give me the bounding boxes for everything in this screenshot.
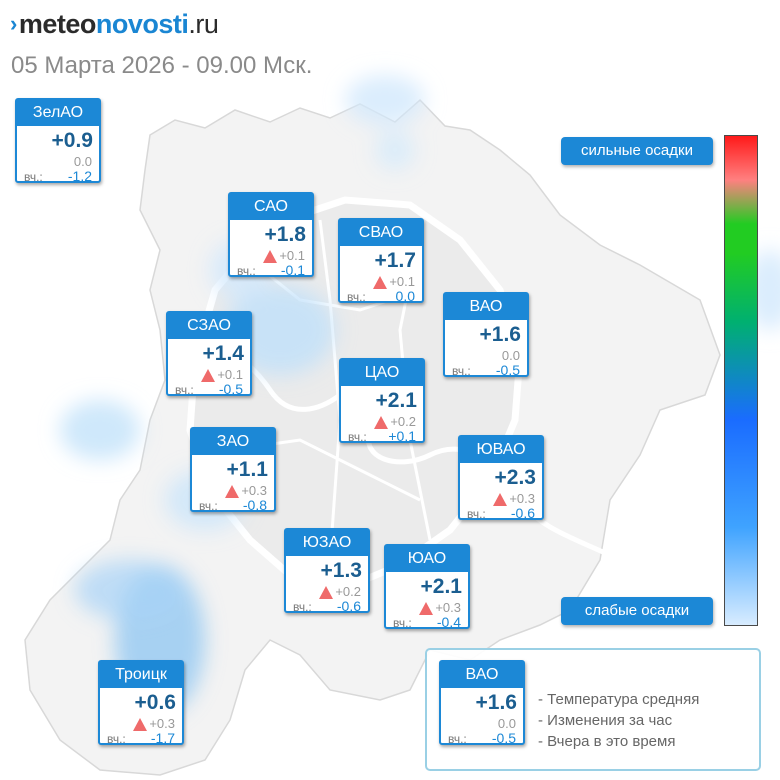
rise-arrow-icon — [201, 368, 216, 382]
district-temp: +1.7 — [374, 249, 416, 272]
district-name: СЗАО — [168, 313, 250, 339]
yesterday-label: вч.: — [199, 499, 218, 513]
district-change: 0.0 — [501, 348, 520, 363]
district-name: ЗАО — [192, 429, 274, 455]
district-name: ЦАО — [341, 360, 423, 386]
district-name: ЗелАО — [17, 100, 99, 126]
district-name: ВАО — [445, 294, 527, 320]
legend-item-temp: - Температура средняя — [538, 691, 700, 708]
yesterday-value: -0.5 — [495, 362, 520, 378]
rise-arrow-icon — [225, 484, 240, 498]
scale-label-strong: сильные осадки — [561, 137, 713, 165]
district-change: +0.1 — [201, 368, 243, 382]
yesterday-value: -0.6 — [510, 505, 535, 521]
yesterday-label: вч.: — [293, 600, 312, 614]
district-card-yuao: ЮАО +2.1 +0.3 вч.: -0.4 — [384, 544, 470, 629]
district-card-yuvao: ЮВАО +2.3 +0.3 вч.: -0.6 — [458, 435, 544, 520]
district-card-cao: ЦАО +2.1 +0.2 вч.: +0.1 — [339, 358, 425, 443]
district-card-sao: САО +1.8 +0.1 вч.: -0.1 — [228, 192, 314, 277]
district-change: +0.1 — [263, 249, 305, 263]
district-change: 0.0 — [497, 716, 516, 731]
yesterday-label: вч.: — [237, 264, 256, 278]
yesterday-value: -1.7 — [150, 730, 175, 746]
district-name: САО — [230, 194, 312, 220]
district-temp: +1.3 — [320, 559, 362, 582]
district-temp: +2.1 — [375, 389, 417, 412]
district-name: ЮАО — [386, 546, 468, 572]
rise-arrow-icon — [419, 601, 434, 615]
rise-arrow-icon — [263, 249, 278, 263]
yesterday-value: -0.5 — [218, 381, 243, 397]
district-change: +0.3 — [419, 601, 461, 615]
district-change: +0.2 — [319, 585, 361, 599]
district-card-svao: СВАО +1.7 +0.1 вч.: 0.0 — [338, 218, 424, 303]
district-temp: +1.6 — [479, 323, 521, 346]
legend-item-change: - Изменения за час — [538, 712, 673, 729]
yesterday-value: -0.8 — [242, 497, 267, 513]
rise-arrow-icon — [373, 275, 388, 289]
district-temp: +0.6 — [134, 691, 176, 714]
yesterday-label: вч.: — [448, 732, 467, 746]
district-temp: +1.8 — [264, 223, 306, 246]
yesterday-label: вч.: — [452, 364, 471, 378]
legend-box: ВАО +1.6 0.0 вч.: -0.5 - Температура сре… — [425, 648, 761, 771]
district-card-yuzao: ЮЗАО +1.3 +0.2 вч.: -0.6 — [284, 528, 370, 613]
rise-arrow-icon — [319, 585, 334, 599]
yesterday-value: +0.1 — [388, 428, 416, 444]
yesterday-value: -0.5 — [491, 730, 516, 746]
yesterday-label: вч.: — [107, 732, 126, 746]
district-change: +0.1 — [373, 275, 415, 289]
yesterday-label: вч.: — [175, 383, 194, 397]
district-temp: +2.3 — [494, 466, 536, 489]
district-change: +0.2 — [374, 415, 416, 429]
district-card-szao: СЗАО +1.4 +0.1 вч.: -0.5 — [166, 311, 252, 396]
legend-sample-card: ВАО +1.6 0.0 вч.: -0.5 — [439, 660, 525, 745]
district-change: +0.3 — [133, 717, 175, 731]
rise-arrow-icon — [493, 492, 508, 506]
district-card-zao: ЗАО +1.1 +0.3 вч.: -0.8 — [190, 427, 276, 512]
precipitation-scale-bar — [724, 135, 758, 626]
logo-mark-icon: › — [10, 11, 17, 36]
district-name: ЮВАО — [460, 437, 542, 463]
district-card-zelao: ЗелАО +0.9 0.0 вч.: -1.2 — [15, 98, 101, 183]
yesterday-label: вч.: — [24, 170, 43, 184]
district-change: +0.3 — [493, 492, 535, 506]
yesterday-label: вч.: — [348, 430, 367, 444]
forecast-datetime: 05 Марта 2026 - 09.00 Мск. — [11, 52, 313, 79]
yesterday-value: -0.4 — [436, 614, 461, 630]
district-name: СВАО — [340, 220, 422, 246]
rise-arrow-icon — [133, 717, 148, 731]
yesterday-value: -0.6 — [336, 598, 361, 614]
district-card-vao: ВАО +1.6 0.0 вч.: -0.5 — [443, 292, 529, 377]
district-temp: +1.1 — [226, 458, 268, 481]
rise-arrow-icon — [374, 415, 389, 429]
yesterday-label: вч.: — [347, 290, 366, 304]
district-card-troitsk: Троицк +0.6 +0.3 вч.: -1.7 — [98, 660, 184, 745]
district-change: 0.0 — [73, 154, 92, 169]
district-change: +0.3 — [225, 484, 267, 498]
district-temp: +1.4 — [202, 342, 244, 365]
district-temp: +1.6 — [475, 691, 517, 714]
district-name: ЮЗАО — [286, 530, 368, 556]
district-name: ВАО — [441, 662, 523, 688]
district-temp: +2.1 — [420, 575, 462, 598]
precipitation-overlay — [60, 75, 780, 715]
yesterday-value: -0.1 — [280, 262, 305, 278]
yesterday-label: вч.: — [393, 616, 412, 630]
yesterday-label: вч.: — [467, 507, 486, 521]
legend-item-yesterday: - Вчера в это время — [538, 733, 676, 750]
scale-label-weak: слабые осадки — [561, 597, 713, 625]
district-name: Троицк — [100, 662, 182, 688]
yesterday-value: -1.2 — [67, 168, 92, 184]
district-temp: +0.9 — [51, 129, 93, 152]
yesterday-value: 0.0 — [395, 288, 415, 304]
site-logo: ›meteonovosti.ru — [10, 6, 219, 42]
